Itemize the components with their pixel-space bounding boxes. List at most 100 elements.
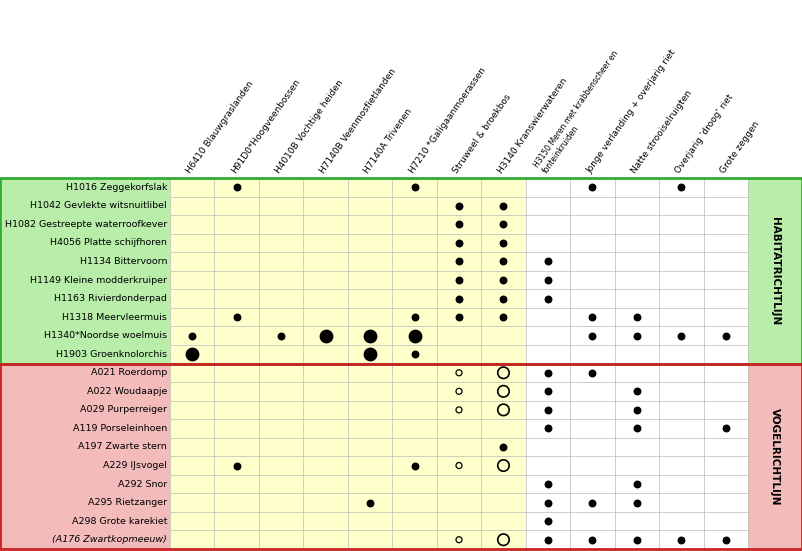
- Bar: [348, 493, 392, 512]
- Bar: [614, 234, 659, 252]
- Bar: [392, 382, 437, 401]
- Text: H4010B Vochtige heiden: H4010B Vochtige heiden: [273, 78, 346, 175]
- Text: A298 Grote karekiet: A298 Grote karekiet: [71, 517, 167, 526]
- Bar: [437, 215, 481, 234]
- Point: [408, 331, 421, 340]
- Point: [586, 331, 599, 340]
- Bar: [214, 345, 259, 364]
- Bar: [525, 364, 570, 382]
- Bar: [392, 531, 437, 549]
- Point: [541, 257, 554, 266]
- Point: [452, 202, 465, 210]
- Point: [497, 387, 510, 396]
- Bar: [348, 234, 392, 252]
- Point: [408, 183, 421, 192]
- Text: H1016 Zeggekorfslak: H1016 Zeggekorfslak: [66, 183, 167, 192]
- Bar: [259, 493, 303, 512]
- Bar: [392, 437, 437, 456]
- Bar: [214, 531, 259, 549]
- Bar: [525, 197, 570, 215]
- Bar: [614, 308, 659, 326]
- Bar: [437, 345, 481, 364]
- Bar: [214, 456, 259, 475]
- Bar: [659, 512, 703, 531]
- Bar: [437, 326, 481, 345]
- Bar: [703, 437, 748, 456]
- Point: [630, 424, 643, 433]
- Bar: [614, 419, 659, 437]
- Point: [630, 331, 643, 340]
- Bar: [303, 364, 348, 382]
- Point: [586, 498, 599, 507]
- Point: [497, 257, 510, 266]
- Bar: [614, 289, 659, 308]
- Bar: [303, 382, 348, 401]
- Bar: [392, 419, 437, 437]
- Bar: [570, 215, 614, 234]
- Bar: [303, 271, 348, 289]
- Point: [497, 536, 510, 544]
- Bar: [481, 252, 525, 271]
- Bar: [303, 401, 348, 419]
- Bar: [659, 197, 703, 215]
- Bar: [481, 326, 525, 345]
- Bar: [703, 326, 748, 345]
- Point: [541, 536, 554, 544]
- Text: A029 Purperreiger: A029 Purperreiger: [80, 406, 167, 414]
- Bar: [303, 178, 348, 197]
- Text: A021 Roerdomp: A021 Roerdomp: [91, 368, 167, 377]
- Text: H4056 Platte schijfhoren: H4056 Platte schijfhoren: [50, 239, 167, 247]
- Bar: [348, 252, 392, 271]
- Bar: [659, 178, 703, 197]
- Bar: [570, 531, 614, 549]
- Bar: [214, 401, 259, 419]
- Bar: [614, 178, 659, 197]
- Bar: [170, 215, 214, 234]
- Bar: [614, 382, 659, 401]
- Bar: [570, 493, 614, 512]
- Bar: [525, 252, 570, 271]
- Text: Overjarig 'droog' riet: Overjarig 'droog' riet: [674, 93, 735, 175]
- Point: [408, 350, 421, 359]
- Bar: [659, 401, 703, 419]
- Bar: [570, 456, 614, 475]
- Bar: [481, 364, 525, 382]
- Bar: [481, 382, 525, 401]
- Bar: [303, 493, 348, 512]
- Bar: [525, 271, 570, 289]
- Point: [541, 517, 554, 526]
- Bar: [214, 271, 259, 289]
- Point: [275, 331, 288, 340]
- Point: [230, 461, 243, 470]
- Bar: [481, 512, 525, 531]
- Text: H7210 *Galigaanmoerassen: H7210 *Galigaanmoerassen: [407, 66, 488, 175]
- Point: [452, 220, 465, 229]
- Bar: [348, 215, 392, 234]
- Bar: [259, 289, 303, 308]
- Bar: [214, 512, 259, 531]
- Bar: [570, 308, 614, 326]
- Bar: [659, 493, 703, 512]
- Bar: [392, 308, 437, 326]
- Bar: [259, 234, 303, 252]
- Bar: [659, 215, 703, 234]
- Bar: [170, 456, 214, 475]
- Point: [363, 350, 376, 359]
- Bar: [170, 178, 214, 197]
- Bar: [348, 271, 392, 289]
- Bar: [570, 364, 614, 382]
- Point: [186, 350, 199, 359]
- Bar: [214, 493, 259, 512]
- Bar: [570, 197, 614, 215]
- Bar: [170, 289, 214, 308]
- Bar: [214, 437, 259, 456]
- Point: [541, 387, 554, 396]
- Bar: [392, 252, 437, 271]
- Bar: [259, 456, 303, 475]
- Bar: [703, 252, 748, 271]
- Bar: [481, 271, 525, 289]
- Bar: [614, 326, 659, 345]
- Point: [452, 369, 465, 377]
- Point: [541, 369, 554, 377]
- Bar: [259, 197, 303, 215]
